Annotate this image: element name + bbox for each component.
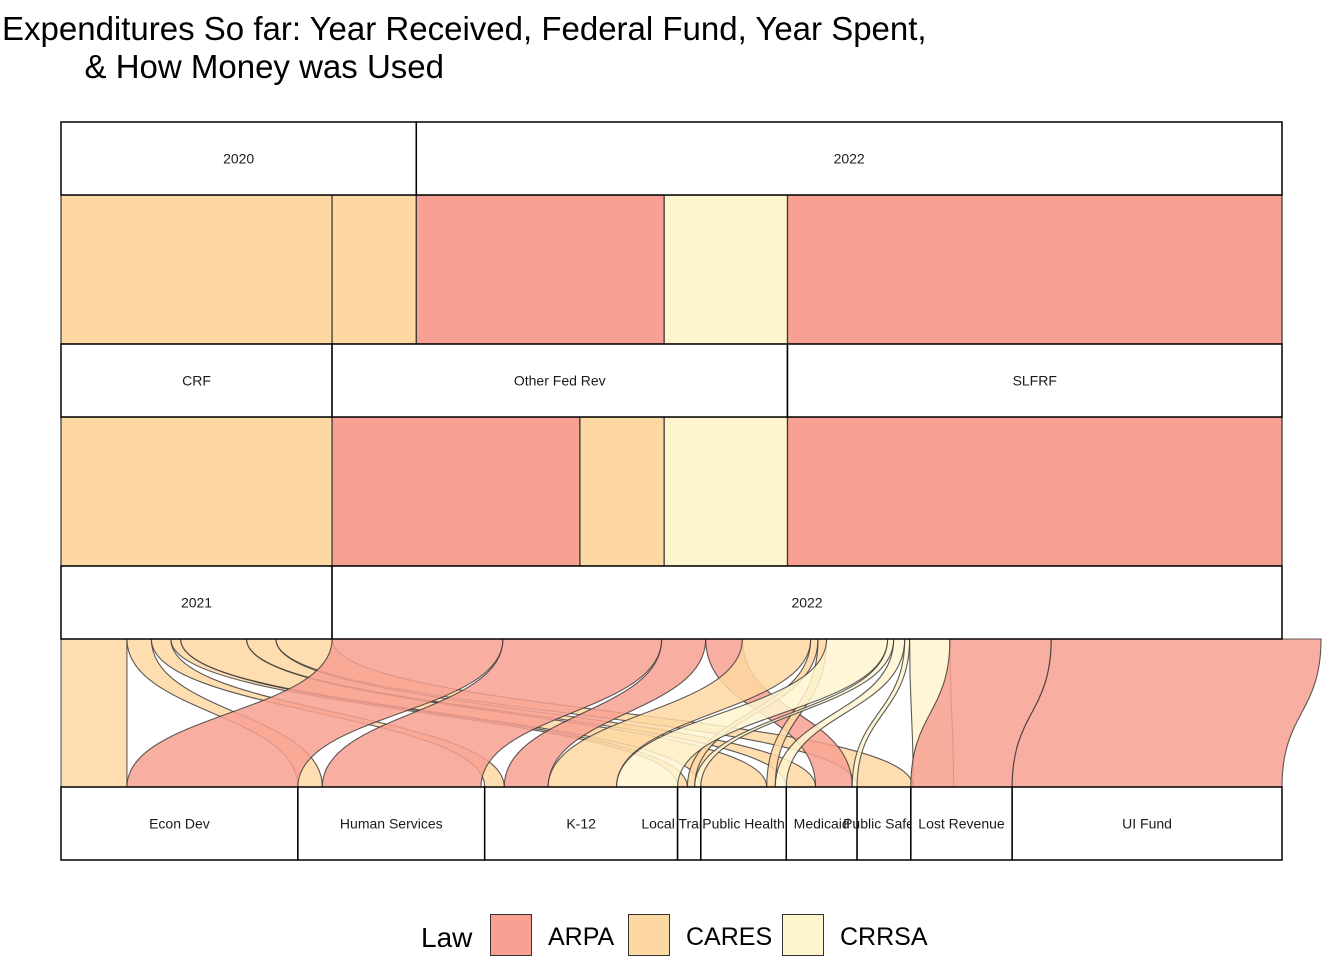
legend-key-crrsa <box>782 914 824 956</box>
stratum-label-k-12: K-12 <box>566 816 596 832</box>
legend-label-arpa: ARPA <box>548 923 615 951</box>
legend-key-arpa <box>490 914 532 956</box>
stratum-year-spent-2022 <box>331 565 1283 640</box>
stratum-use-k-12 <box>483 786 679 861</box>
stratum-federal-fund-other-fed-rev <box>331 343 789 418</box>
flows-layer <box>60 638 1322 788</box>
spent-band-5-arpa <box>786 416 1283 567</box>
spent-band-2-arpa <box>331 416 581 567</box>
flow-2021-econ-dev-cares <box>60 638 128 788</box>
stratum-label-lost-revenue: Lost Revenue <box>918 816 1005 832</box>
strata-layer: 2020 2022 CRF Other Fed Rev SLFRF 2021 2022 Eco… <box>60 121 1283 861</box>
stratum-use-ui-fund <box>1011 786 1283 861</box>
stratum-use-public-safety <box>856 786 912 861</box>
legend-key-cares <box>628 914 670 956</box>
stratum-use-human-services <box>297 786 486 861</box>
stratum-label-ui-fund: UI Fund <box>1122 816 1172 832</box>
bands-layer <box>60 194 1283 567</box>
fund-band-5-arpa <box>786 194 1283 345</box>
stratum-label-slfrf: SLFRF <box>1013 373 1057 389</box>
stratum-label-public-health: Public Health <box>702 816 785 832</box>
chart-title: Expenditures So far: Year Received, Fede… <box>2 10 927 85</box>
fund-band-1-cares <box>60 194 333 345</box>
fund-band-4-crrsa <box>663 194 789 345</box>
stratum-label-econ-dev: Econ Dev <box>149 816 210 832</box>
spent-band-4-crrsa <box>663 416 789 567</box>
stratum-year-received-2022 <box>415 121 1283 196</box>
fund-band-3-arpa <box>415 194 665 345</box>
legend-label-cares: CARES <box>686 923 773 951</box>
fund-band-2-cares <box>331 194 417 345</box>
legend-label-crrsa: CRRSA <box>840 923 928 951</box>
stratum-label-public-safety: Public Safety <box>843 816 925 832</box>
stratum-label-medicaid: Medicaid <box>794 816 850 832</box>
stratum-label-2022: 2022 <box>791 595 822 611</box>
legend: Law ARPA CARES CRRSA <box>0 906 1344 966</box>
stratum-label-2021: 2021 <box>181 595 212 611</box>
stratum-label-2020: 2020 <box>223 151 254 167</box>
alluvial-plot: 2020 2022 CRF Other Fed Rev SLFRF 2021 2022 Eco… <box>60 121 1322 861</box>
stratum-label-other-fed-rev: Other Fed Rev <box>514 373 606 389</box>
stratum-use-medicaid <box>785 786 858 861</box>
spent-band-1-cares <box>60 416 333 567</box>
stratum-label-human-services: Human Services <box>340 816 443 832</box>
stratum-federal-fund-slfrf <box>786 343 1283 418</box>
spent-band-3-cares <box>579 416 665 567</box>
legend-title: Law <box>421 922 473 953</box>
stratum-label-crf: CRF <box>182 373 211 389</box>
stratum-use-lost-revenue <box>910 786 1013 861</box>
flow-2022-ui-fund-arpa <box>1011 638 1322 788</box>
stratum-label-2022: 2022 <box>834 151 865 167</box>
